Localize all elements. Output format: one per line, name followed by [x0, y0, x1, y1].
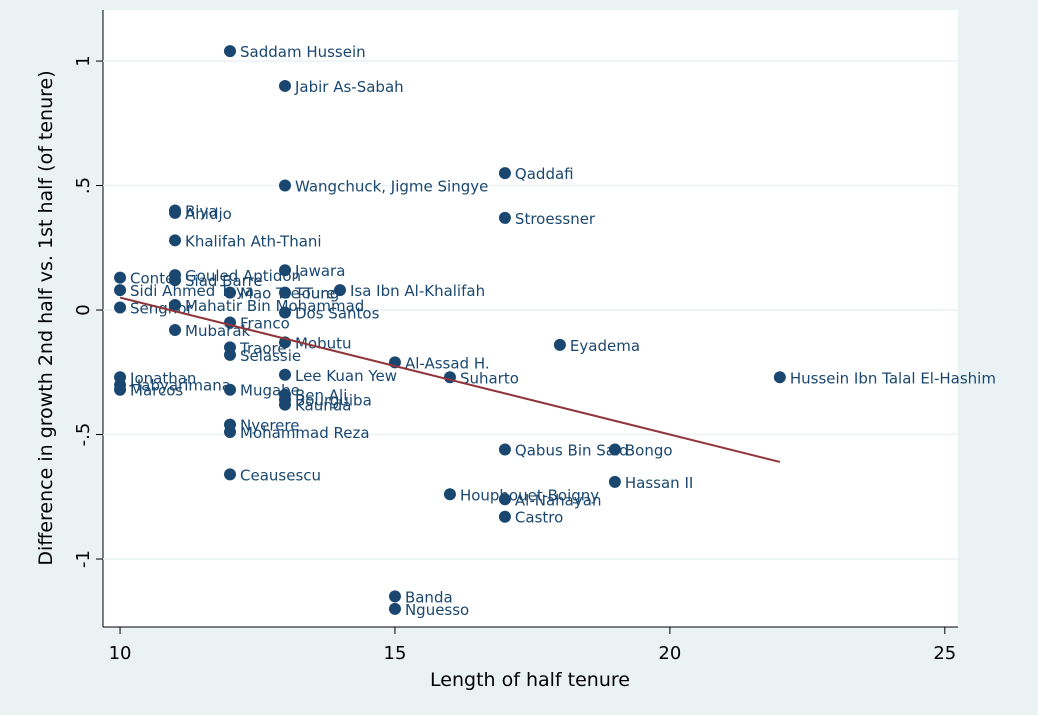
point-label: Bourguiba — [295, 392, 372, 410]
point-label: Selassie — [240, 347, 301, 365]
point-label: Banda — [405, 588, 453, 606]
point — [498, 443, 511, 456]
point-label: Franco — [240, 314, 290, 332]
point-label: Jabir As-Sabah — [294, 78, 404, 96]
point-label: Jawara — [294, 262, 345, 280]
point — [224, 426, 237, 439]
point-label: Toure — [294, 285, 335, 303]
point — [169, 274, 182, 287]
x-tick-label: 10 — [109, 643, 132, 664]
point-label: Mugabe — [240, 382, 300, 400]
x-tick-label: 15 — [384, 643, 407, 664]
point-label: Saddam Hussein — [240, 43, 366, 61]
point — [388, 590, 401, 603]
x-tick-label: 25 — [933, 643, 956, 664]
point-label: Dos Santos — [295, 305, 380, 323]
point-label: Mobutu — [295, 334, 352, 352]
point — [278, 264, 291, 277]
point-label: Nguesso — [405, 601, 469, 619]
point — [169, 323, 182, 336]
point-label: Hassan II — [625, 474, 693, 492]
point-label: Conte — [130, 270, 174, 288]
point — [278, 179, 291, 192]
point — [773, 371, 786, 384]
y-tick-label: .5 — [73, 177, 94, 194]
plot-area — [103, 10, 958, 627]
y-tick-label: -.5 — [73, 423, 94, 447]
point — [224, 348, 237, 361]
point — [114, 284, 127, 297]
y-tick-label: 0 — [73, 304, 94, 315]
point-label: Castro — [515, 509, 563, 527]
point — [608, 443, 621, 456]
y-tick-label: 1 — [73, 55, 94, 66]
point-label: Mohammad Reza — [240, 424, 370, 442]
point-label: Nyerere — [240, 417, 299, 435]
point-label: Ceausescu — [240, 466, 321, 484]
fit-line — [119, 296, 781, 463]
point — [388, 602, 401, 615]
point-label: Houphouet-Boigny — [460, 486, 599, 504]
y-tick-label: -1 — [73, 550, 94, 568]
point — [169, 299, 182, 312]
point — [114, 271, 127, 284]
point — [498, 510, 511, 523]
point — [278, 398, 291, 411]
x-axis-title: Length of half tenure — [430, 669, 630, 691]
point — [333, 284, 346, 297]
point-label: Khalifah Ath-Thani — [185, 232, 322, 250]
point-label: Sidi Ahmed Taya — [130, 282, 254, 300]
point-label: Gouled Aptidon — [185, 267, 301, 285]
point-label: Ahidjo — [185, 205, 232, 223]
point — [443, 488, 456, 501]
x-tick-label: 20 — [658, 643, 681, 664]
point — [224, 45, 237, 58]
point-label: Ben Ali — [295, 387, 347, 405]
point — [278, 306, 291, 319]
point — [498, 167, 511, 180]
point — [278, 79, 291, 92]
point-label: Stroessner — [515, 210, 596, 228]
point-label: Eyadema — [570, 337, 640, 355]
point-label: Traore — [239, 339, 287, 357]
point-label: Al-Assad H. — [405, 354, 490, 372]
point — [114, 383, 127, 396]
point — [224, 383, 237, 396]
point-label: Habyarimana — [130, 377, 231, 395]
point-label: Jonathan — [129, 369, 196, 387]
point-label: Qabus Bin Said — [515, 441, 629, 459]
point — [498, 211, 511, 224]
point — [553, 338, 566, 351]
point-label: Hussein Ibn Talal El-Hashim — [790, 369, 996, 387]
point-label: Al-Nahayan — [515, 491, 602, 509]
point-label: Qaddafi — [515, 165, 574, 183]
point — [114, 301, 127, 314]
point — [278, 286, 291, 299]
point-label: Lee Kuan Yew — [295, 367, 397, 385]
point-label: Bongo — [625, 441, 673, 459]
point-label: Mahatir Bin Mohammad — [185, 297, 364, 315]
point — [224, 468, 237, 481]
point — [224, 286, 237, 299]
point-label: Wangchuck, Jigme Singye — [295, 178, 488, 196]
point-label: Siad Barre — [185, 272, 263, 290]
y-axis-title: Difference in growth 2nd half vs. 1st ha… — [35, 70, 57, 565]
point — [278, 368, 291, 381]
point — [169, 206, 182, 219]
point — [169, 234, 182, 247]
point-label: Kaunda — [295, 397, 352, 415]
point-label: Mubarak — [185, 322, 251, 340]
point — [608, 475, 621, 488]
point — [498, 493, 511, 506]
point-label: Biya — [185, 202, 218, 220]
point-label: Isa Ibn Al-Khalifah — [350, 282, 485, 300]
point-label: Marcos — [130, 382, 183, 400]
point-label: Suharto — [460, 369, 519, 387]
